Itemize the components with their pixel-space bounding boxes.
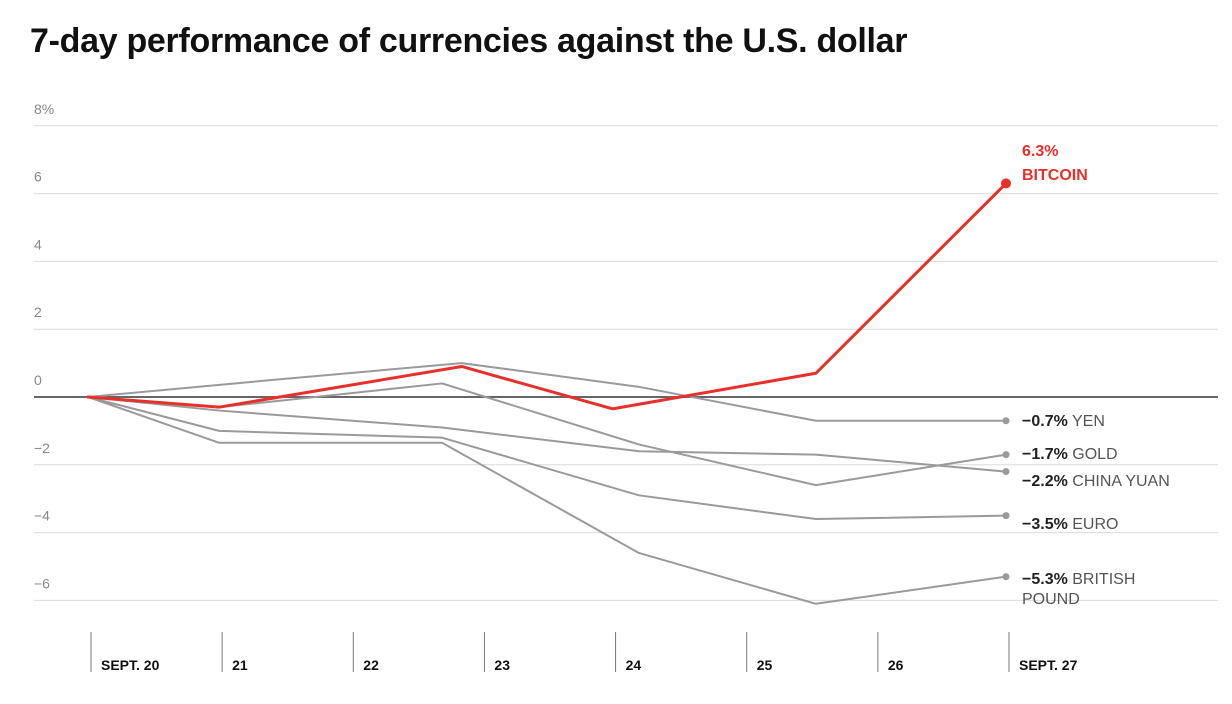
- series-label-gold: −1.7% GOLD: [1022, 446, 1118, 463]
- series-line-euro: [87, 396, 1007, 521]
- series-line-gold: [87, 382, 1007, 487]
- series-label-british-pound: −5.3% BRITISH: [1022, 571, 1135, 588]
- y-tick-label: −6: [34, 575, 50, 591]
- chart-title: 7-day performance of currencies against …: [30, 22, 908, 60]
- series-end-point-british-pound: [1002, 573, 1010, 581]
- series-name-label-line2: POUND: [1022, 591, 1080, 608]
- x-tick-label: 26: [888, 657, 904, 673]
- series-name-label-bitcoin: BITCOIN: [1022, 167, 1088, 184]
- series-value-label: −0.7%: [1022, 413, 1068, 430]
- y-tick-label: 6: [34, 169, 42, 185]
- y-tick-label: −4: [34, 508, 50, 524]
- series-name-label: EURO: [1068, 516, 1119, 533]
- series-value-label: −2.2%: [1022, 473, 1068, 490]
- series-end-labels: 6.3%BITCOIN−0.7% YEN−1.7% GOLD−2.2% CHIN…: [1022, 143, 1170, 608]
- x-tick-label: 25: [757, 657, 773, 673]
- series-value-label-bitcoin: 6.3%: [1022, 143, 1058, 160]
- series-end-point-euro: [1002, 512, 1010, 520]
- x-tick-label: SEPT. 20: [101, 657, 160, 673]
- series-line-yen: [87, 362, 1007, 422]
- y-tick-label: 0: [34, 372, 42, 388]
- y-tick-label: 4: [34, 236, 42, 252]
- x-tick-label: SEPT. 27: [1019, 657, 1078, 673]
- series-name-label: YEN: [1068, 413, 1105, 430]
- series-line-bitcoin: [86, 181, 1008, 411]
- series-end-point-gold: [1002, 451, 1010, 459]
- y-axis-tick-labels: 8% 6 4 2 0 −2 −4 −6: [34, 101, 54, 592]
- x-tick-label: 23: [494, 657, 510, 673]
- series-name-label: BRITISH: [1068, 571, 1136, 588]
- x-axis-ticks: SEPT. 20 21 22 23 24 25 26 SEPT. 27: [90, 632, 1078, 673]
- series-value-label: −3.5%: [1022, 516, 1068, 533]
- series-label-yen: −0.7% YEN: [1022, 413, 1105, 430]
- series-end-point-yen: [1002, 417, 1010, 425]
- y-tick-label: −2: [34, 440, 50, 456]
- series-line-british-pound: [87, 396, 1007, 605]
- series-label-euro: −3.5% EURO: [1022, 516, 1118, 533]
- gridlines: [34, 125, 1218, 601]
- y-tick-label: 8%: [34, 101, 54, 117]
- series-name-label: CHINA YUAN: [1068, 473, 1170, 490]
- series-value-label: −5.3%: [1022, 571, 1068, 588]
- series-line-china-yuan: [87, 396, 1007, 473]
- x-tick-label: 24: [626, 657, 642, 673]
- series-name-label: GOLD: [1068, 446, 1118, 463]
- y-tick-label: 2: [34, 304, 42, 320]
- series-end-point-china-yuan: [1002, 468, 1010, 476]
- series-label-china-yuan: −2.2% CHINA YUAN: [1022, 473, 1170, 490]
- series-end-point-bitcoin: [1001, 178, 1011, 189]
- x-tick-label: 22: [363, 657, 379, 673]
- series-value-label: −1.7%: [1022, 446, 1068, 463]
- x-tick-label: 21: [232, 657, 248, 673]
- series-lines: [86, 178, 1011, 605]
